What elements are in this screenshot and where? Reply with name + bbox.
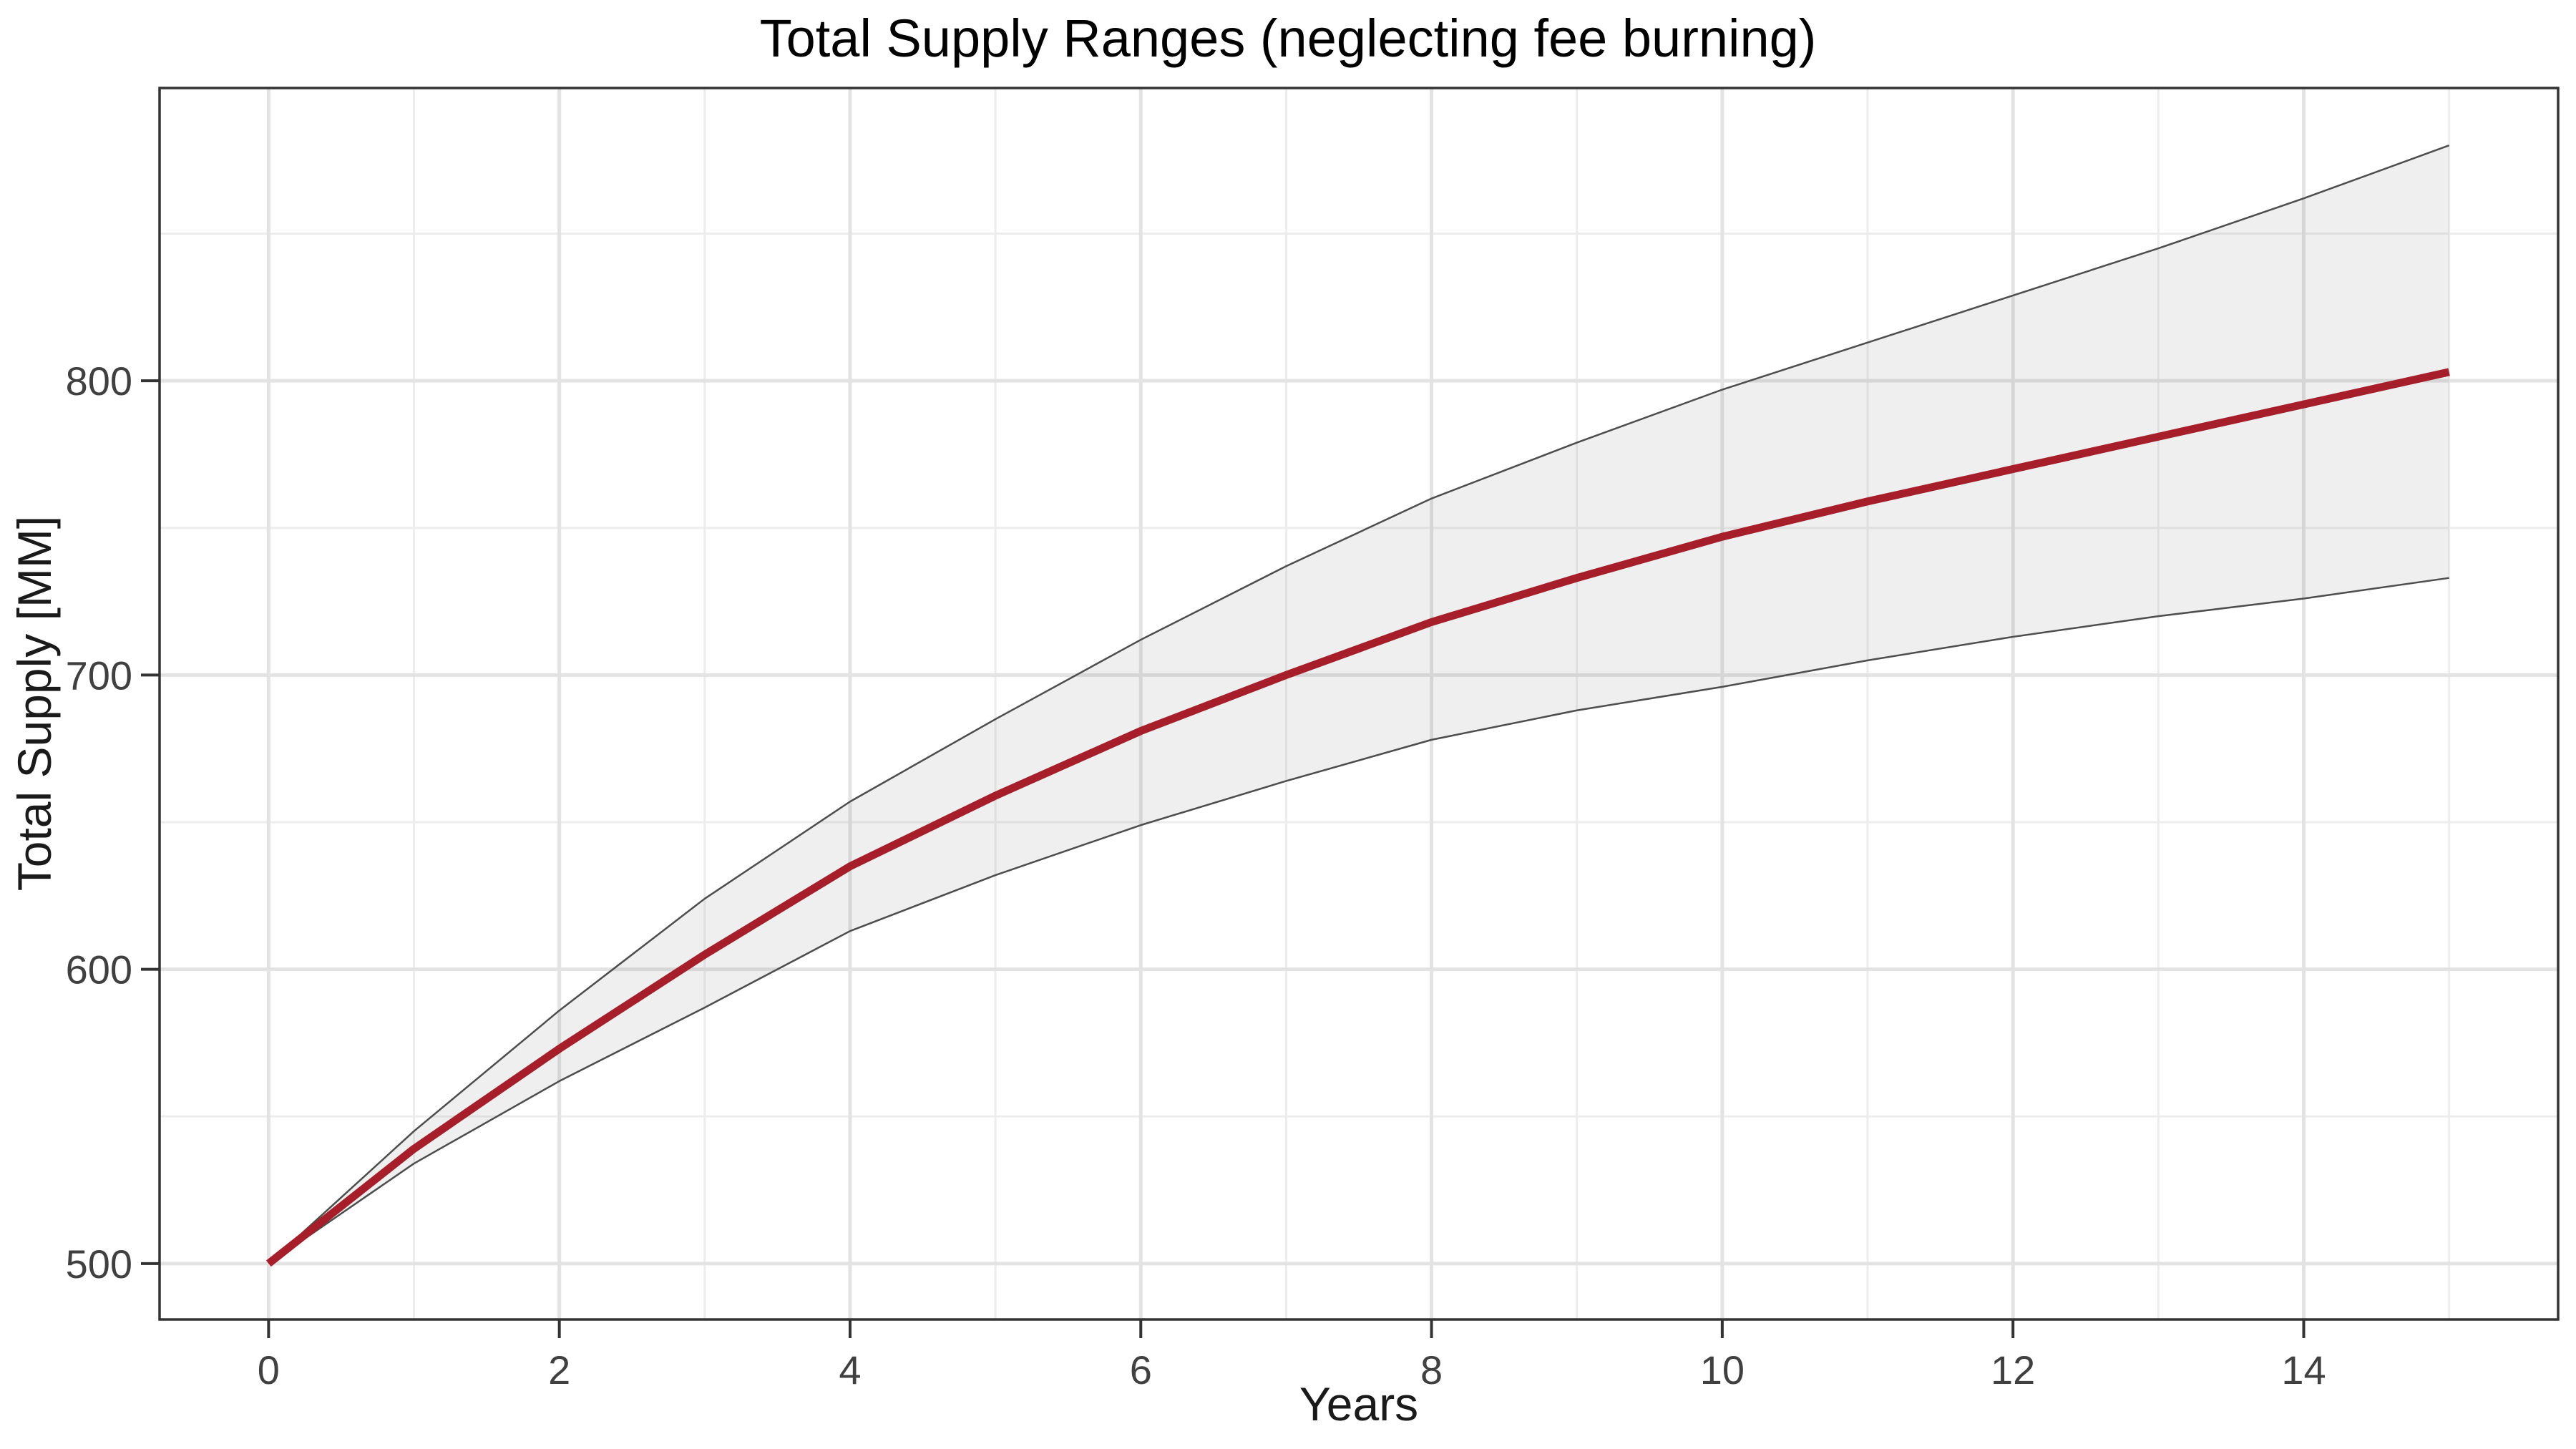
y-axis-title: Total Supply [MM] [8, 515, 61, 892]
x-tick-label: 10 [1700, 1347, 1745, 1392]
series-lines [265, 368, 2450, 1267]
y-tick-label: 600 [66, 947, 132, 992]
median-supply-line [265, 368, 2450, 1267]
y-tick-label: 800 [66, 358, 132, 404]
panel-border-rect [158, 87, 2560, 1321]
y-tick-label: 500 [66, 1241, 132, 1287]
x-tick-label: 8 [1420, 1347, 1443, 1392]
supply-range-ribbon [268, 145, 2450, 1264]
lower-bound-line [268, 577, 2449, 1264]
chart-title: Total Supply Ranges (neglecting fee burn… [759, 9, 1817, 68]
x-tick-label: 4 [839, 1347, 861, 1392]
x-tick-label: 0 [258, 1347, 280, 1392]
axis-ticks [141, 379, 2306, 1338]
x-axis-title: Years [1299, 1377, 1419, 1430]
supply-range-band [268, 145, 2449, 1264]
x-tick-label: 2 [548, 1347, 570, 1392]
y-tick-label: 700 [66, 653, 132, 698]
x-tick-label: 14 [2281, 1347, 2326, 1392]
axis-tick-labels: 0 2 4 6 8 10 12 14 500 600 700 800 [66, 358, 2326, 1392]
major-gridlines [160, 88, 2558, 1319]
x-tick-label: 12 [1991, 1347, 2035, 1392]
upper-bound-line [268, 145, 2450, 1264]
x-tick-label: 6 [1130, 1347, 1152, 1392]
panel-border [158, 87, 2560, 1321]
